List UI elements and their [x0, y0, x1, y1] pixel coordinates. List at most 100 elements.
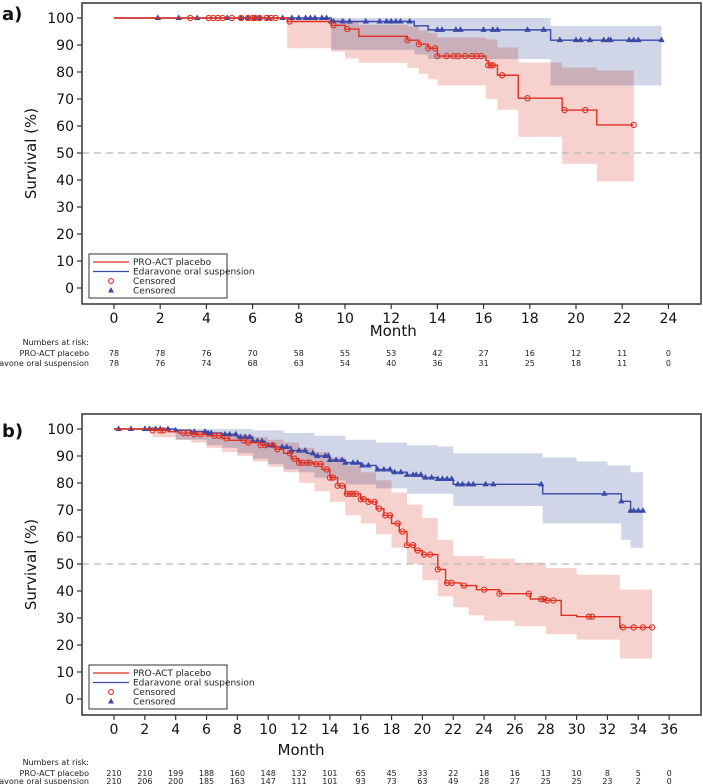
risk-count: 148	[261, 769, 276, 778]
censor-mark-edaravone	[607, 36, 614, 43]
ci-band-edaravone	[114, 429, 643, 548]
censor-mark-edaravone	[635, 36, 642, 43]
censor-mark-placebo	[394, 520, 401, 527]
censor-mark-edaravone	[443, 475, 451, 481]
censor-mark-placebo	[460, 582, 468, 589]
censor-mark-placebo	[205, 14, 212, 22]
censor-mark-edaravone	[454, 480, 462, 487]
y-tick-label: 10	[56, 665, 74, 681]
censor-mark-edaravone	[232, 430, 240, 437]
censor-mark-placebo	[450, 52, 457, 60]
censor-mark-edaravone	[318, 14, 326, 20]
censor-mark-placebo	[334, 482, 341, 489]
risk-count: 188	[199, 769, 214, 778]
censor-mark-edaravone	[283, 443, 290, 450]
y-tick-label: 40	[56, 173, 74, 189]
censor-mark-placebo	[414, 547, 421, 554]
censor-mark-placebo	[649, 624, 656, 631]
censor-mark-placebo	[303, 459, 310, 466]
y-tick-label: 30	[56, 200, 74, 216]
censor-mark-placebo	[323, 466, 330, 473]
risk-count: 18	[571, 359, 581, 368]
risk-count: 70	[248, 349, 258, 358]
risk-count: 0	[666, 349, 671, 358]
censor-mark-edaravone	[279, 14, 286, 20]
censor-mark-edaravone	[494, 26, 501, 32]
x-tick-label: 2	[140, 722, 149, 738]
censor-mark-placebo	[219, 14, 226, 22]
y-tick-label: 60	[56, 119, 74, 135]
risk-count: 160	[230, 769, 245, 778]
censor-mark-edaravone	[254, 437, 261, 444]
censor-mark-placebo	[237, 14, 245, 22]
x-tick-label: 22	[613, 311, 631, 327]
censor-mark-edaravone	[175, 14, 182, 20]
risk-count: 58	[294, 349, 304, 358]
censor-mark-placebo	[399, 528, 406, 535]
censor-mark-edaravone	[601, 490, 608, 496]
x-tick-label: 8	[233, 722, 242, 738]
legend-circle-icon	[108, 278, 114, 284]
risk-count: 12	[571, 349, 581, 358]
censor-mark-edaravone	[127, 425, 135, 431]
censor-mark-edaravone	[246, 433, 253, 440]
x-tick-label: 24	[475, 722, 493, 738]
censor-mark-placebo	[582, 106, 589, 114]
censor-mark-edaravone	[392, 17, 400, 24]
censor-mark-placebo	[274, 446, 281, 453]
x-axis-title: Month	[370, 322, 417, 340]
x-tick-label: 0	[110, 722, 119, 738]
censor-mark-edaravone	[258, 437, 266, 444]
censor-mark-edaravone	[438, 26, 446, 32]
censor-mark-edaravone	[307, 14, 314, 20]
censor-mark-placebo	[272, 14, 279, 22]
x-axis-title: Month	[278, 741, 325, 759]
risk-count: 55	[340, 349, 350, 358]
legend-label: Censored	[133, 287, 175, 297]
censor-mark-edaravone	[413, 471, 420, 477]
risk-count: 147	[261, 777, 276, 784]
legend-label: PRO-ACT placebo	[133, 258, 212, 268]
censor-mark-placebo	[386, 512, 394, 519]
y-tick-label: 90	[56, 449, 74, 465]
censor-mark-edaravone	[618, 497, 625, 504]
x-tick-label: 2	[156, 311, 165, 327]
risk-count: 93	[356, 777, 366, 784]
censor-mark-edaravone	[226, 430, 233, 437]
censor-mark-placebo	[312, 460, 320, 468]
y-tick-label: 70	[56, 92, 74, 108]
censor-mark-edaravone	[172, 426, 179, 433]
risk-count: 0	[666, 359, 671, 368]
censor-mark-placebo	[184, 429, 192, 437]
censor-mark-edaravone	[439, 475, 446, 481]
censor-mark-placebo	[489, 62, 496, 69]
censor-mark-placebo	[496, 590, 503, 597]
censor-mark-placebo	[223, 435, 230, 442]
risk-count: 76	[155, 359, 165, 368]
censor-mark-edaravone	[600, 36, 607, 43]
x-tick-label: 24	[659, 311, 677, 327]
x-tick-label: 8	[294, 311, 303, 327]
risk-count: 0	[667, 769, 672, 778]
legend-label: Edaravone oral suspension	[133, 679, 255, 689]
censor-mark-placebo	[149, 427, 156, 434]
censor-mark-edaravone	[339, 17, 346, 24]
censor-mark-placebo	[448, 579, 455, 587]
x-tick-label: 6	[248, 311, 257, 327]
censor-mark-edaravone	[625, 36, 633, 43]
y-tick-label: 100	[47, 11, 74, 27]
censor-mark-edaravone	[422, 474, 429, 480]
censor-mark-edaravone	[403, 471, 411, 477]
censor-mark-edaravone	[397, 17, 404, 24]
y-tick-label: 20	[56, 227, 74, 243]
censor-mark-placebo	[461, 52, 469, 60]
risk-count: 27	[479, 349, 489, 358]
x-tick-label: 18	[521, 311, 539, 327]
y-tick-label: 100	[47, 422, 74, 438]
risk-count: 111	[291, 777, 306, 784]
x-tick-label: 10	[259, 722, 277, 738]
x-tick-label: 18	[383, 722, 401, 738]
x-tick-label: 14	[428, 311, 446, 327]
censor-mark-placebo	[403, 541, 411, 549]
